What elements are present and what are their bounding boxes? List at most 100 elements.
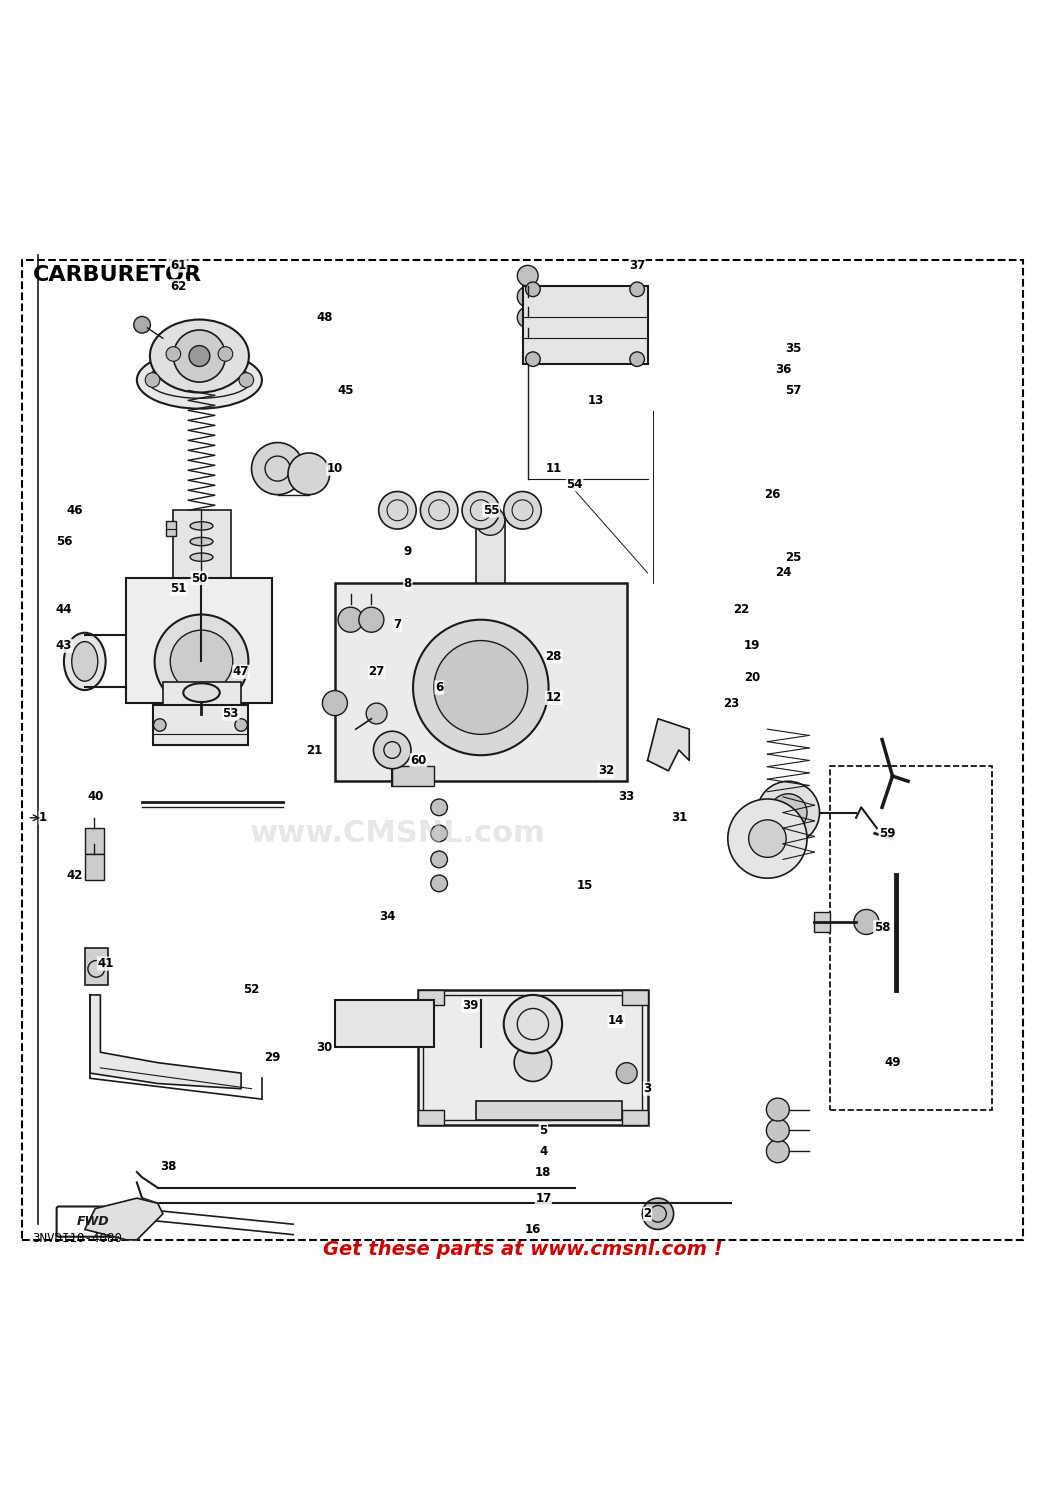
Circle shape <box>166 346 181 362</box>
Text: 25: 25 <box>785 550 802 564</box>
Circle shape <box>748 821 786 858</box>
Ellipse shape <box>137 351 262 408</box>
Text: 38: 38 <box>160 1161 177 1173</box>
Circle shape <box>288 453 329 495</box>
Text: 24: 24 <box>775 567 791 579</box>
Circle shape <box>431 874 447 891</box>
Text: 55: 55 <box>483 504 500 518</box>
Circle shape <box>854 909 879 934</box>
Bar <box>423 994 643 1120</box>
Ellipse shape <box>72 642 98 681</box>
Text: 33: 33 <box>619 790 635 804</box>
Circle shape <box>189 345 210 366</box>
Text: 11: 11 <box>545 462 562 476</box>
Text: 6: 6 <box>435 681 443 694</box>
Text: 27: 27 <box>369 666 385 678</box>
Bar <box>475 520 505 626</box>
Bar <box>522 286 648 364</box>
Ellipse shape <box>190 714 213 724</box>
Circle shape <box>504 492 541 530</box>
Text: 46: 46 <box>66 504 83 518</box>
Text: 3NVDI10-4080: 3NVDI10-4080 <box>32 1232 122 1245</box>
Text: 32: 32 <box>598 765 614 777</box>
Text: 1: 1 <box>39 812 47 824</box>
Text: 18: 18 <box>535 1166 552 1179</box>
Text: 21: 21 <box>306 744 322 756</box>
Text: 12: 12 <box>545 692 562 705</box>
Text: 7: 7 <box>393 618 401 632</box>
Circle shape <box>134 316 150 333</box>
Circle shape <box>475 506 505 536</box>
Bar <box>166 520 177 537</box>
Circle shape <box>155 615 249 708</box>
Text: 30: 30 <box>317 1041 332 1053</box>
Ellipse shape <box>183 684 219 702</box>
Text: 15: 15 <box>577 879 594 892</box>
Text: 45: 45 <box>338 384 353 398</box>
Circle shape <box>239 372 254 387</box>
Circle shape <box>366 704 387 724</box>
Circle shape <box>504 994 562 1053</box>
Text: 19: 19 <box>744 639 760 652</box>
Circle shape <box>378 492 416 530</box>
Bar <box>163 682 241 708</box>
Bar <box>85 828 103 854</box>
Circle shape <box>517 266 538 286</box>
Bar <box>418 990 648 1125</box>
Ellipse shape <box>64 633 106 690</box>
Circle shape <box>526 282 540 297</box>
Text: 34: 34 <box>379 910 395 924</box>
Circle shape <box>218 346 233 362</box>
Bar <box>334 1000 434 1047</box>
Circle shape <box>434 640 528 735</box>
Text: 47: 47 <box>233 666 250 678</box>
Ellipse shape <box>190 537 213 546</box>
Bar <box>126 578 273 704</box>
Text: 50: 50 <box>191 572 208 585</box>
Text: 56: 56 <box>55 536 72 548</box>
Text: 14: 14 <box>608 1014 625 1028</box>
Text: 53: 53 <box>223 706 239 720</box>
Bar <box>153 705 249 746</box>
Ellipse shape <box>149 320 249 393</box>
Text: 62: 62 <box>170 279 187 292</box>
Text: 51: 51 <box>170 582 187 596</box>
Circle shape <box>766 1098 789 1120</box>
Text: 20: 20 <box>744 670 760 684</box>
Text: 31: 31 <box>671 812 687 824</box>
Text: 4: 4 <box>539 1144 548 1158</box>
Polygon shape <box>199 646 205 666</box>
Bar <box>475 1101 622 1120</box>
Bar <box>85 948 108 984</box>
Text: 22: 22 <box>734 603 749 616</box>
Circle shape <box>431 825 447 842</box>
Text: 37: 37 <box>629 260 645 272</box>
Bar <box>392 765 434 786</box>
Circle shape <box>338 608 363 631</box>
Circle shape <box>617 1062 637 1083</box>
Text: 49: 49 <box>884 1056 901 1070</box>
Text: 52: 52 <box>243 982 260 996</box>
Circle shape <box>630 282 645 297</box>
Text: 44: 44 <box>55 603 72 616</box>
Text: 16: 16 <box>525 1222 541 1236</box>
Bar <box>622 1110 648 1125</box>
Text: 36: 36 <box>775 363 791 376</box>
Circle shape <box>766 1140 789 1162</box>
Circle shape <box>170 630 233 693</box>
Text: 41: 41 <box>97 957 114 970</box>
Text: 3: 3 <box>644 1082 652 1095</box>
Text: 35: 35 <box>785 342 802 355</box>
Circle shape <box>252 442 304 495</box>
Circle shape <box>431 850 447 868</box>
Text: 9: 9 <box>403 546 412 558</box>
Text: 39: 39 <box>462 999 479 1012</box>
Circle shape <box>323 690 347 715</box>
Polygon shape <box>85 1198 163 1240</box>
Circle shape <box>630 352 645 366</box>
Circle shape <box>757 782 819 844</box>
Circle shape <box>420 492 458 530</box>
Text: 26: 26 <box>765 488 781 501</box>
Ellipse shape <box>190 554 213 561</box>
Text: 60: 60 <box>410 754 426 766</box>
